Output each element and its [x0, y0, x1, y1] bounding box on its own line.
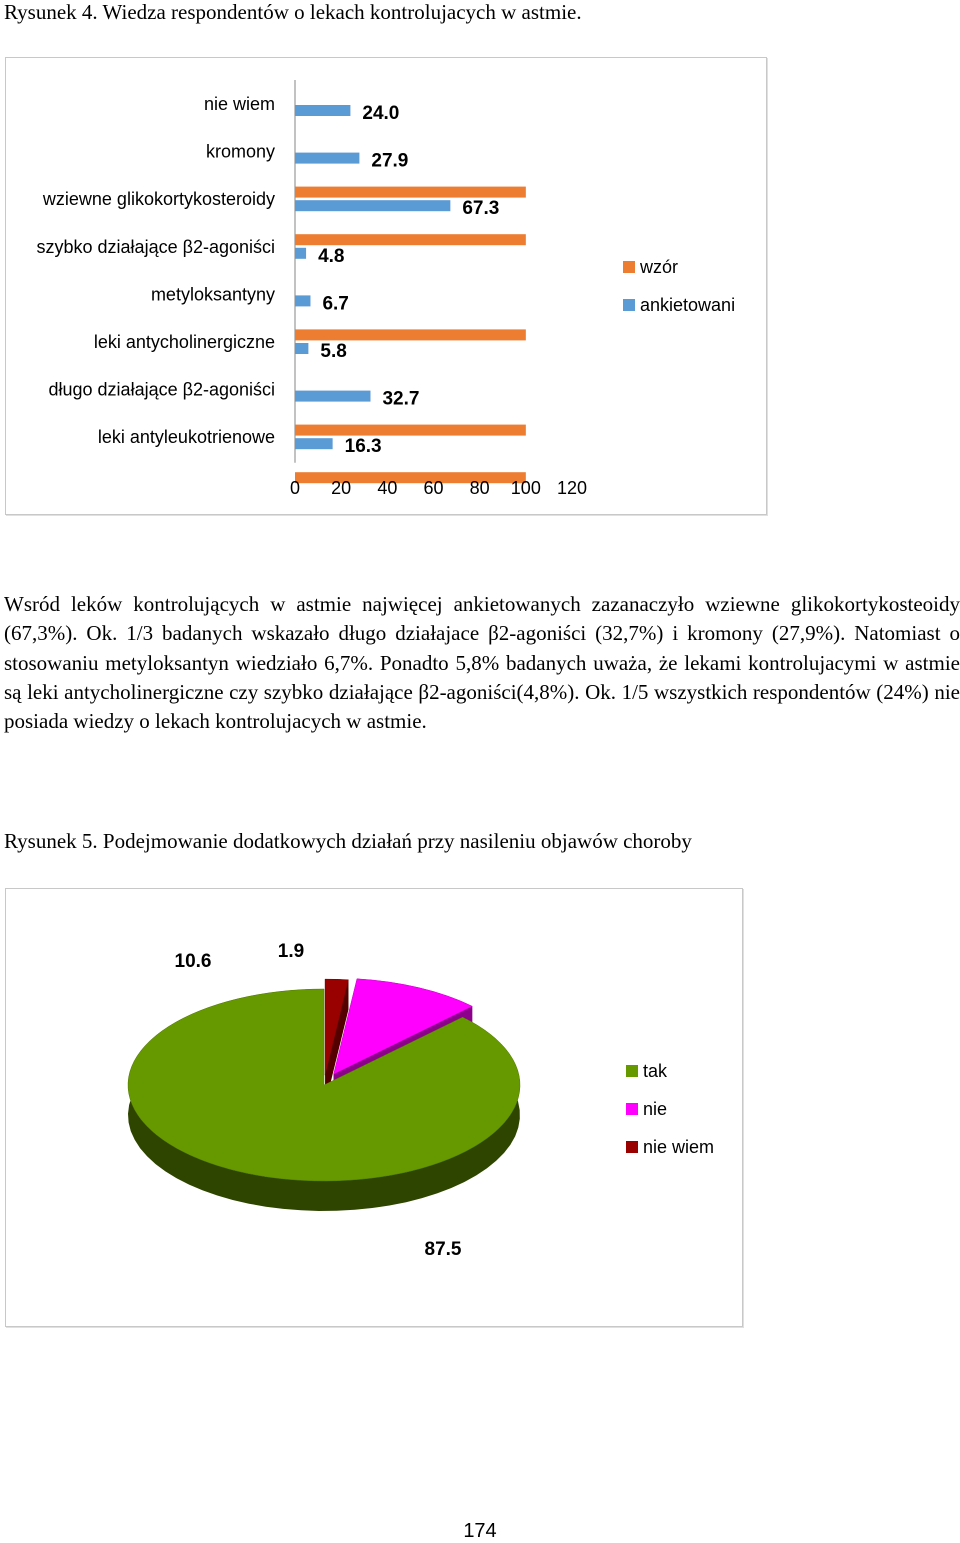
pie-chart-svg: 87.5 10.6 1.9 tak nie nie wiem: [127, 941, 714, 1260]
x-tick-label: 60: [423, 478, 443, 498]
data-label: 67.3: [462, 198, 499, 219]
data-label: 5.8: [320, 341, 346, 362]
data-label: 27.9: [371, 151, 408, 172]
bar-wzor: [295, 424, 526, 436]
category-label: leki antyleukotrienowe: [98, 427, 275, 447]
category-label: szybko działające β2-agoniści: [37, 237, 275, 257]
legend-swatch-ankietowani: [623, 299, 635, 311]
bar-ankietowani: [295, 295, 311, 307]
data-label: 16.3: [345, 436, 382, 457]
x-tick-label: 80: [470, 478, 490, 498]
data-label: 32.7: [382, 389, 419, 410]
pie-data-label: 1.9: [278, 941, 304, 962]
legend-label-ankietowani: ankietowani: [640, 295, 735, 315]
category-label: metyloksantyny: [151, 284, 275, 304]
bar-ankietowani: [295, 438, 333, 450]
bar-wzor: [295, 329, 526, 341]
page-number: 174: [463, 1520, 497, 1542]
data-label: 4.8: [318, 246, 344, 267]
category-label: długo działające β2-agoniści: [49, 380, 276, 400]
legend-label-wzor: wzór: [639, 257, 678, 277]
legend-swatch-nie-wiem: [626, 1141, 638, 1153]
x-tick-label: 0: [290, 478, 300, 498]
bar-ankietowani: [295, 390, 371, 402]
legend-swatch-wzor: [623, 261, 635, 273]
figure-5-caption: Rysunek 5. Podejmowanie dodatkowych dzia…: [4, 829, 692, 853]
bar-wzor: [295, 186, 526, 198]
pie-data-label: 10.6: [175, 951, 212, 972]
bar-wzor: [295, 234, 526, 246]
bar-ankietowani: [295, 247, 307, 259]
category-label: kromony: [206, 142, 275, 162]
x-tick-label: 120: [557, 478, 587, 498]
figure-4-bar-chart: nie wiem 24.0 kromony 27.9 wziewne glikokort…: [5, 57, 767, 515]
pie-slice-nie: [333, 978, 473, 1075]
x-tick-label: 100: [511, 478, 541, 498]
x-tick-label: 40: [377, 478, 397, 498]
pie-slice-tak: [127, 988, 521, 1182]
legend-swatch-nie: [626, 1103, 638, 1115]
pie-data-label: 87.5: [425, 1239, 462, 1260]
bar-ankietowani: [295, 200, 451, 212]
figure-5-pie-chart: 87.5 10.6 1.9 tak nie nie wiem: [5, 888, 743, 1327]
category-label: wziewne glikokortykosteroidy: [42, 189, 275, 209]
bar-chart-svg: nie wiem 24.0 kromony 27.9 wziewne glikokort…: [37, 80, 735, 498]
pie-slice-wall: [325, 979, 349, 1106]
x-tick-label: 20: [331, 478, 351, 498]
bar-ankietowani: [295, 343, 309, 354]
bar-ankietowani: [295, 105, 351, 116]
data-label: 6.7: [322, 293, 348, 314]
body-paragraph: Wsród leków kontrolujących w astmie najw…: [4, 592, 960, 734]
legend-swatch-tak: [626, 1065, 638, 1077]
category-label: nie wiem: [204, 94, 275, 114]
bar-wzor: [295, 472, 526, 484]
data-label: 24.0: [362, 103, 399, 124]
legend-label-nie-wiem: nie wiem: [643, 1137, 714, 1157]
figure-4-caption: Rysunek 4. Wiedza respondentów o lekach …: [4, 0, 582, 24]
bar-ankietowani: [295, 152, 360, 164]
category-label: leki antycholinergiczne: [94, 332, 275, 352]
legend-label-tak: tak: [643, 1061, 668, 1081]
legend-label-nie: nie: [643, 1099, 667, 1119]
pie-slice-nie-wiem: [324, 978, 349, 1076]
